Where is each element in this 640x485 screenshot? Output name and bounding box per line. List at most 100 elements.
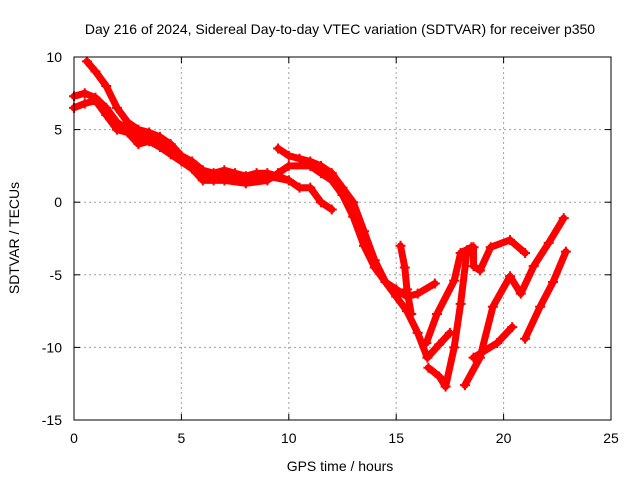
data-point (262, 175, 273, 186)
data-point (528, 261, 539, 272)
data-point (219, 175, 230, 186)
data-point (337, 182, 348, 193)
data-point (455, 298, 466, 309)
y-tick-label: 10 (46, 49, 62, 65)
data-point (401, 284, 412, 295)
data-point (423, 362, 434, 373)
data-point (412, 327, 423, 338)
data-point (434, 339, 445, 350)
data-point (543, 237, 554, 248)
data-point (283, 150, 294, 161)
data-point (406, 309, 417, 320)
data-point (535, 301, 546, 312)
y-tick-label: -15 (42, 412, 62, 428)
data-point (560, 246, 571, 257)
data-point (432, 309, 443, 320)
series-track-10 (521, 248, 570, 343)
data-point (421, 338, 432, 349)
data-point (348, 197, 359, 208)
y-tick-label: -10 (42, 339, 62, 355)
data-point (548, 277, 559, 288)
data-point (144, 136, 155, 147)
data-point (520, 248, 531, 259)
data-point (294, 182, 305, 193)
x-tick-label: 25 (603, 430, 619, 446)
series-track-5 (397, 242, 415, 318)
data-point (79, 88, 90, 99)
data-point (316, 160, 327, 171)
data-point (122, 127, 133, 138)
data-point (558, 213, 569, 224)
data-point (326, 204, 337, 215)
plot-frame (73, 56, 612, 421)
data-series (69, 56, 571, 392)
data-point (505, 271, 516, 282)
data-point (154, 142, 165, 153)
data-point (449, 275, 460, 286)
data-point (165, 149, 176, 160)
data-point (197, 175, 208, 186)
chart-title: Day 216 of 2024, Sidereal Day-to-day VTE… (85, 21, 595, 37)
data-point (399, 262, 410, 273)
data-point (305, 156, 316, 167)
data-point (440, 381, 451, 392)
data-point (507, 322, 518, 333)
data-point (358, 226, 369, 237)
data-point (283, 160, 294, 171)
x-tick-label: 15 (388, 430, 404, 446)
data-point (240, 178, 251, 189)
data-point (485, 242, 496, 253)
data-point (111, 124, 122, 135)
data-point (111, 102, 122, 113)
data-point (101, 81, 112, 92)
axis-ticks: 0 5 10 15 20 25 -15 -10 -5 0 5 10 (42, 49, 619, 446)
data-point (208, 175, 219, 186)
x-tick-label: 5 (178, 430, 186, 446)
data-point (395, 240, 406, 251)
data-point (273, 143, 284, 154)
data-point (90, 66, 101, 77)
data-point (412, 288, 423, 299)
data-point (466, 242, 477, 253)
data-point (468, 261, 479, 272)
data-point (369, 255, 380, 266)
y-tick-label: -5 (50, 267, 63, 283)
data-point (459, 380, 470, 391)
data-point (468, 352, 479, 363)
data-point (380, 277, 391, 288)
data-point (273, 168, 284, 179)
data-point (294, 153, 305, 164)
data-point (316, 197, 327, 208)
y-axis-label: SDTVAR / TECUs (6, 182, 22, 294)
data-point (422, 352, 433, 363)
data-point (176, 156, 187, 167)
data-point (455, 248, 466, 259)
data-point (81, 56, 92, 67)
data-point (505, 234, 516, 245)
data-point (79, 98, 90, 109)
data-point (520, 333, 531, 344)
data-point (283, 175, 294, 186)
data-point (429, 278, 440, 289)
data-point (133, 139, 144, 150)
x-tick-label: 0 (70, 430, 78, 446)
y-tick-label: 0 (54, 194, 62, 210)
data-point (515, 288, 526, 299)
x-axis-label: GPS time / hours (287, 458, 394, 474)
data-point (90, 95, 101, 106)
x-tick-label: 10 (281, 430, 297, 446)
data-point (101, 110, 112, 121)
data-point (474, 265, 485, 276)
grid (74, 57, 611, 420)
data-point (487, 301, 498, 312)
data-point (326, 168, 337, 179)
data-point (492, 338, 503, 349)
x-tick-label: 20 (496, 430, 512, 446)
data-point (391, 291, 402, 302)
data-point (187, 163, 198, 174)
data-point (434, 371, 445, 382)
y-tick-label: 5 (54, 122, 62, 138)
data-point (305, 182, 316, 193)
data-point (449, 342, 460, 353)
